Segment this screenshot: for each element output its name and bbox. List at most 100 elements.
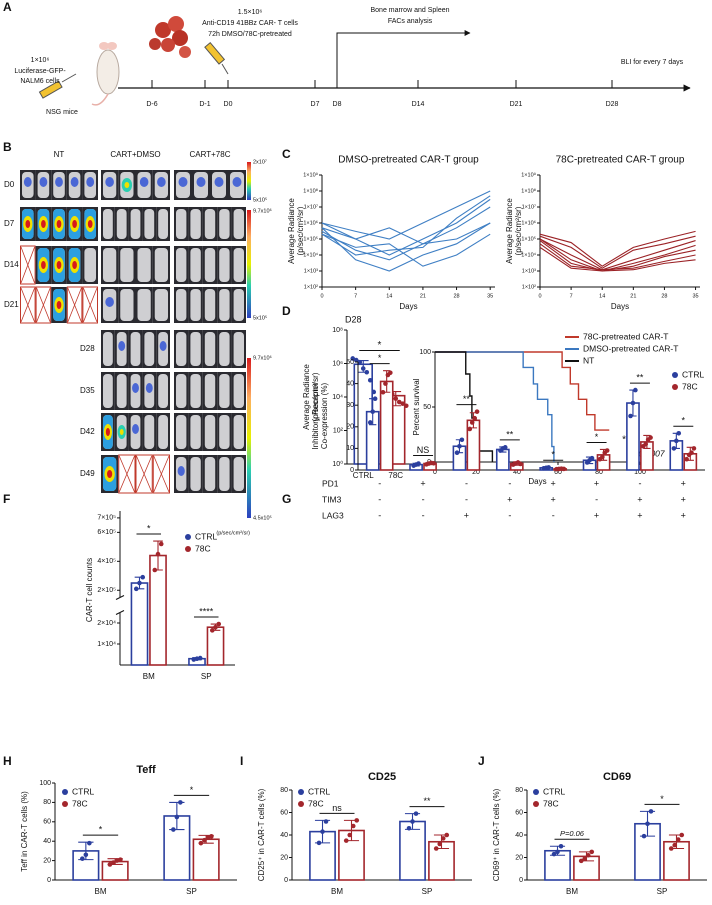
bar [192,838,220,881]
significance: * [595,432,599,442]
data-point [675,837,681,842]
data-point [118,857,123,862]
signal [107,470,113,478]
analysis-text: Bone marrow and Spleen [371,7,450,14]
timeline-tick-label: D8 [333,101,342,108]
signal [139,177,149,187]
bli-image [101,454,170,494]
legend-swatch [185,534,191,540]
x-tick-label: SP [201,672,212,681]
data-point [459,437,465,443]
treatment-text: 1.5×10⁶ [238,9,263,16]
mouse [233,289,244,321]
bar [544,849,571,881]
scale-label: 9.7x10⁶ [253,354,272,361]
y-tick-label: 60 [43,819,51,826]
signal [56,261,62,269]
data-point [396,399,402,405]
data-point [630,400,636,406]
y-axis-label: CAR-T cell counts [85,558,94,622]
x-tick-label: 60 [554,469,562,476]
series-line [321,195,491,256]
legend-label: DMSO-pretreated CAR-T [583,343,678,353]
mouse [158,374,168,408]
data-point [364,369,370,375]
data-point [371,389,377,395]
significance: * [378,353,382,363]
mouse [144,415,155,449]
y-tick-label: 7×10⁵ [97,515,116,522]
mouse [120,289,134,321]
matrix-sign: + [681,494,686,504]
syringe-right [204,41,229,75]
y-tick-label: 100 [39,780,51,787]
bli-row-label: D21 [4,300,19,309]
matrix-sign: + [464,510,469,520]
x-tick-label: BM [331,887,343,896]
series-line [321,222,491,272]
data-point [343,838,349,843]
y-tick-label: 20 [280,854,288,861]
data-point [416,461,421,466]
scale-label: 2x10⁷ [253,158,267,165]
signal [132,383,139,393]
matrix-sign: + [594,510,599,520]
y-tick-label: 1×10⁹ [303,171,318,178]
legend-swatch [62,801,68,807]
x-axis-label: Days [611,302,629,311]
dead-mark [83,287,98,323]
data-point [431,461,436,466]
data-point [354,818,360,823]
cell-line: Luciferase-GFP- [14,68,66,75]
data-point [582,856,588,861]
bar [399,820,426,881]
data-point [433,846,439,851]
legend-swatch [62,789,68,795]
y-axis-label: Inhibitory Receptor [311,382,320,449]
cell-dose: 1×10⁶ [31,57,50,64]
significance: * [378,340,382,351]
data-point [648,435,653,440]
data-point [633,387,638,393]
dead-mark [67,287,82,323]
panel-label: C [282,147,291,161]
data-point [413,811,419,816]
mouse [103,374,113,408]
mouse [190,332,201,366]
axis-break [115,595,125,615]
mouse [158,415,168,449]
signal [178,177,188,187]
significance: * [551,450,555,460]
data-point [558,843,564,849]
legend-label: CTRL [72,786,94,796]
mouse [219,415,230,449]
significance: ** [636,372,644,382]
matrix-sign: - [465,494,468,504]
mouse [137,248,151,282]
mouse [137,289,151,321]
bli-image [101,246,170,284]
chart-title: 78C-pretreated CAR-T group [556,155,685,166]
dead-mark [20,287,35,323]
data-point [578,858,584,864]
legend-swatch [298,789,304,795]
timeline-tick-label: D0 [224,101,233,108]
signal [119,429,124,435]
data-point [454,450,460,456]
x-tick-label: 21 [420,293,426,299]
data-point [83,852,89,858]
significance: * [99,825,103,835]
data-point [691,446,697,451]
data-point [178,800,183,805]
bli-row-label: D49 [80,469,95,478]
significance: * [682,416,686,426]
chart-title: D28 [345,314,362,324]
x-tick-label: 28 [453,293,459,299]
x-tick-label: 20 [472,469,480,476]
data-point [672,842,678,848]
data-point [518,461,523,467]
x-axis-label: Days [528,477,546,486]
data-point [155,551,161,557]
x-tick-label: 78C [388,471,403,480]
y-tick-label: 1×10⁶ [521,219,536,226]
